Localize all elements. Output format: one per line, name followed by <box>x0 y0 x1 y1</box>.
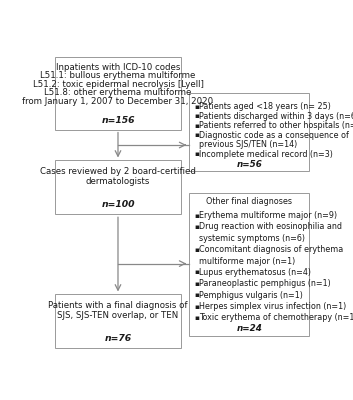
Text: n=56: n=56 <box>237 160 262 169</box>
Text: n=24: n=24 <box>237 324 262 333</box>
Text: L51.8: other erythema multiforme: L51.8: other erythema multiforme <box>44 88 192 98</box>
Text: L51.1: bullous erythema multiforme: L51.1: bullous erythema multiforme <box>40 71 196 80</box>
Text: Pemphigus vulgaris (n=1): Pemphigus vulgaris (n=1) <box>199 291 303 300</box>
Text: ▪: ▪ <box>194 315 199 321</box>
Text: Patients discharged within 3 days (n=6): Patients discharged within 3 days (n=6) <box>199 112 353 121</box>
Text: dermatologists: dermatologists <box>86 177 150 186</box>
Text: from January 1, 2007 to December 31, 2020: from January 1, 2007 to December 31, 202… <box>23 97 214 106</box>
Bar <box>55 57 181 130</box>
Text: ▪: ▪ <box>194 224 199 230</box>
Text: n=156: n=156 <box>101 116 135 125</box>
Text: Erythema multiforme major (n=9): Erythema multiforme major (n=9) <box>199 211 337 220</box>
Text: Toxic erythema of chemotherapy (n=1): Toxic erythema of chemotherapy (n=1) <box>199 314 353 322</box>
Text: multiforme major (n=1): multiforme major (n=1) <box>199 256 295 266</box>
Text: Patients referred to other hospitals (n=8): Patients referred to other hospitals (n=… <box>199 121 353 130</box>
Text: Inpatients with ICD-10 codes: Inpatients with ICD-10 codes <box>56 62 180 72</box>
Bar <box>55 160 181 214</box>
Text: Patients with a final diagnosis of: Patients with a final diagnosis of <box>48 301 188 310</box>
Text: Incomplete medical record (n=3): Incomplete medical record (n=3) <box>199 150 333 159</box>
Text: n=76: n=76 <box>104 334 132 343</box>
Text: ▪: ▪ <box>194 304 199 310</box>
Text: Paraneoplastic pemphigus (n=1): Paraneoplastic pemphigus (n=1) <box>199 279 331 288</box>
Bar <box>55 294 181 348</box>
Text: Cases reviewed by 2 board-certified: Cases reviewed by 2 board-certified <box>40 167 196 176</box>
Text: ▪: ▪ <box>194 212 199 218</box>
Text: ▪: ▪ <box>194 113 199 119</box>
Text: ▪: ▪ <box>194 132 199 138</box>
Text: Lupus erythematosus (n=4): Lupus erythematosus (n=4) <box>199 268 311 277</box>
Text: ▪: ▪ <box>194 292 199 298</box>
Bar <box>189 193 310 336</box>
Bar <box>189 93 310 171</box>
Text: ▪: ▪ <box>194 104 199 110</box>
Text: Herpes simplex virus infection (n=1): Herpes simplex virus infection (n=1) <box>199 302 346 311</box>
Text: SJS, SJS-TEN overlap, or TEN: SJS, SJS-TEN overlap, or TEN <box>58 311 179 320</box>
Text: ▪: ▪ <box>194 281 199 287</box>
Text: Concomitant diagnosis of erythema: Concomitant diagnosis of erythema <box>199 245 343 254</box>
Text: systemic symptoms (n=6): systemic symptoms (n=6) <box>199 234 305 243</box>
Text: Diagnostic code as a consequence of: Diagnostic code as a consequence of <box>199 131 349 140</box>
Text: Other final diagnoses: Other final diagnoses <box>206 196 292 206</box>
Text: n=100: n=100 <box>101 200 135 209</box>
Text: ▪: ▪ <box>194 270 199 276</box>
Text: ▪: ▪ <box>194 151 199 157</box>
Text: L51.2: toxic epidermal necrolysis [Lyell]: L51.2: toxic epidermal necrolysis [Lyell… <box>32 80 203 89</box>
Text: Patients aged <18 years (n= 25): Patients aged <18 years (n= 25) <box>199 102 331 111</box>
Text: previous SJS/TEN (n=14): previous SJS/TEN (n=14) <box>199 140 297 149</box>
Text: Drug reaction with eosinophilia and: Drug reaction with eosinophilia and <box>199 222 342 232</box>
Text: ▪: ▪ <box>194 123 199 129</box>
Text: ▪: ▪ <box>194 247 199 253</box>
